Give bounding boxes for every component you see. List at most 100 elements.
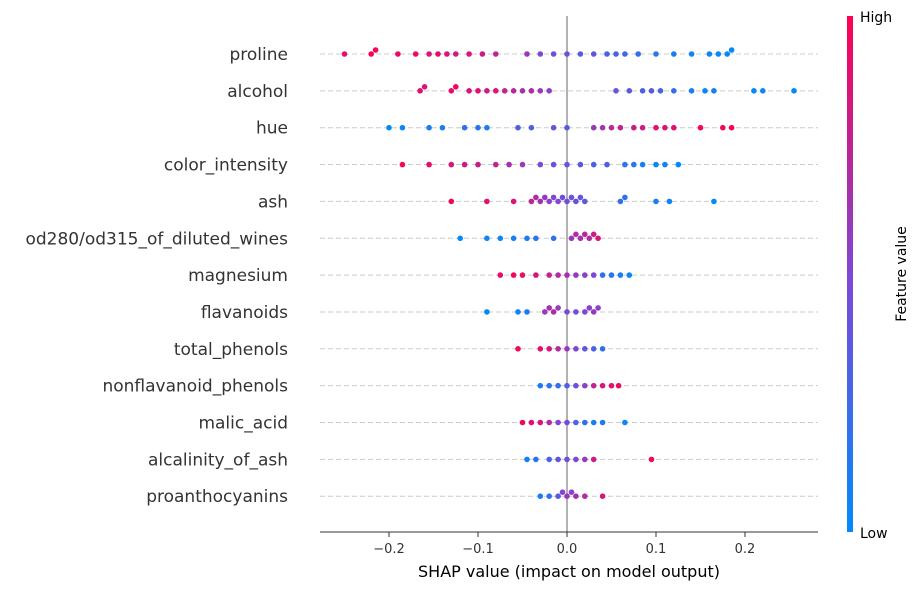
shap-point: [546, 272, 552, 278]
shap-point: [586, 305, 593, 311]
shap-point: [524, 235, 530, 242]
shap-point: [510, 198, 517, 205]
shap-point: [564, 309, 570, 315]
shap-point: [555, 272, 561, 278]
shap-point: [528, 88, 535, 94]
feature-label: magnesium: [188, 266, 288, 286]
shap-point: [484, 235, 490, 242]
shap-point: [631, 124, 637, 131]
shap-point: [528, 198, 535, 205]
shap-point: [728, 124, 735, 131]
shap-point: [524, 309, 530, 315]
shap-point: [564, 419, 570, 426]
shap-point: [653, 161, 659, 168]
shap-point: [688, 51, 695, 57]
shap-point: [577, 161, 584, 168]
shap-point: [573, 231, 579, 238]
shap-point: [590, 346, 597, 352]
shap-point: [542, 194, 548, 201]
shap-point: [550, 235, 557, 242]
shap-point: [590, 161, 597, 168]
shap-point: [546, 88, 552, 94]
shap-point: [515, 309, 521, 315]
shap-point: [528, 124, 535, 131]
shap-point: [550, 309, 557, 315]
feature-label: flavanoids: [201, 303, 288, 323]
shap-point: [555, 419, 561, 426]
shap-point: [573, 456, 579, 463]
shap-point: [577, 194, 584, 201]
shap-point: [568, 194, 575, 201]
shap-point: [550, 124, 557, 131]
shap-point: [546, 382, 552, 389]
shap-point: [599, 272, 606, 278]
shap-point: [582, 382, 588, 389]
shap-point: [372, 47, 379, 53]
shap-point: [515, 346, 521, 352]
shap-point: [484, 88, 490, 94]
shap-point: [533, 272, 539, 278]
shap-point: [524, 456, 530, 463]
shap-point: [448, 198, 455, 205]
shap-point: [599, 419, 606, 426]
shap-point: [617, 272, 624, 278]
shap-point: [542, 309, 548, 315]
shap-point: [537, 419, 544, 426]
shap-point: [697, 124, 704, 131]
shap-point: [475, 88, 481, 94]
shap-point: [622, 194, 628, 201]
shap-point: [622, 161, 628, 168]
shap-point: [648, 456, 655, 463]
shap-point: [617, 198, 624, 205]
shap-point: [417, 88, 423, 94]
shap-point: [519, 419, 526, 426]
shap-point: [537, 198, 544, 205]
shap-point: [546, 346, 552, 352]
shap-point: [453, 51, 459, 57]
shap-point: [615, 382, 622, 389]
colorbar-high-label: High: [860, 10, 892, 26]
shap-point: [559, 489, 566, 496]
shap-point: [573, 493, 579, 500]
data-points: [341, 47, 797, 500]
shap-point: [622, 419, 628, 426]
shap-point: [613, 88, 619, 94]
shap-point: [688, 88, 695, 94]
shap-point: [613, 51, 619, 57]
shap-point: [439, 124, 446, 131]
shap-point: [533, 235, 539, 242]
shap-point: [564, 272, 570, 278]
shap-point: [582, 419, 588, 426]
shap-point: [720, 124, 726, 131]
shap-point: [702, 88, 708, 94]
shap-point: [537, 51, 544, 57]
shap-point: [497, 235, 504, 242]
shap-point: [412, 51, 419, 57]
shap-point: [635, 51, 641, 57]
shap-point: [760, 88, 766, 94]
shap-point: [421, 84, 428, 90]
shap-point: [533, 194, 539, 201]
feature-label: nonflavanoid_phenols: [102, 377, 288, 397]
shap-point: [599, 124, 606, 131]
shap-point: [671, 124, 677, 131]
shap-point: [662, 124, 668, 131]
shap-point: [484, 309, 490, 315]
shap-point: [506, 161, 512, 168]
shap-point: [564, 456, 570, 463]
shap-point: [590, 231, 597, 238]
shap-point: [590, 382, 597, 389]
shap-point: [555, 493, 561, 500]
shap-point: [484, 198, 490, 205]
feature-label: alcohol: [227, 82, 288, 102]
shap-point: [675, 161, 682, 168]
shap-point: [590, 309, 597, 315]
shap-point: [501, 88, 508, 94]
shap-point: [568, 489, 575, 496]
shap-point: [751, 88, 757, 94]
shap-point: [475, 161, 481, 168]
shap-point: [590, 272, 597, 278]
shap-point: [564, 198, 570, 205]
shap-point: [573, 272, 579, 278]
shap-point: [475, 124, 481, 131]
